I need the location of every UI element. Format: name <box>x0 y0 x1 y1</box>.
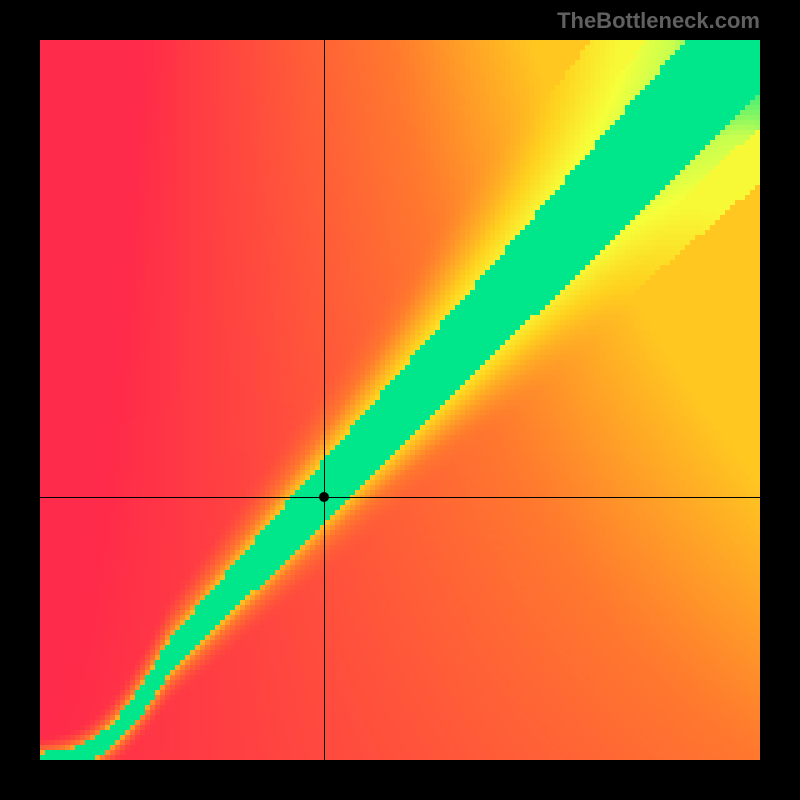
chart-container: TheBottleneck.com <box>0 0 800 800</box>
bottleneck-heatmap <box>40 40 760 760</box>
crosshair-vertical <box>324 40 325 760</box>
crosshair-horizontal <box>40 497 760 498</box>
watermark-text: TheBottleneck.com <box>557 8 760 34</box>
selection-marker <box>319 492 329 502</box>
